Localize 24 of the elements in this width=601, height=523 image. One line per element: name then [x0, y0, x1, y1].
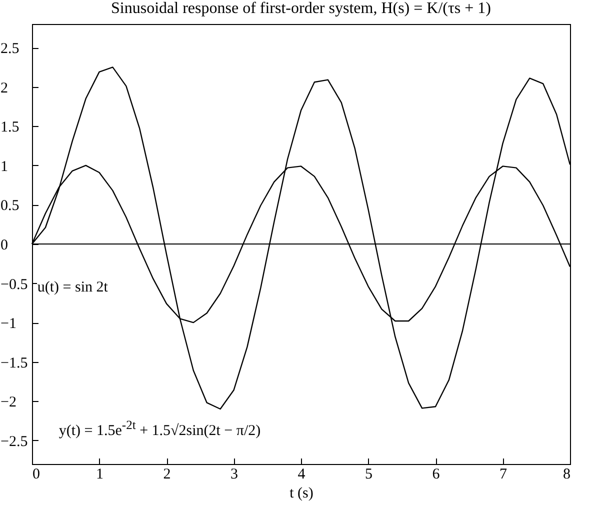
x-tick-label: 5 [365, 466, 372, 482]
y-tick-label: 1.5 [0, 120, 20, 136]
y-tick-label: 0 [0, 238, 8, 254]
annotation: u(t) = sin 2t [37, 280, 108, 296]
x-tick-label: 8 [563, 466, 570, 482]
x-tick-label: 7 [500, 466, 508, 482]
annotation: y(t) = 1.5e$^{-2t}$ + 1.5√2sin(2t − π/2) [58, 418, 261, 440]
x-axis-title: t (s) [290, 486, 314, 502]
chart-title: Sinusoidal response of first-order system, H(s) = K/(τs + 1) [111, 0, 491, 17]
y-tick-label: −1 [0, 316, 16, 332]
y-tick-label: −2 [0, 394, 16, 411]
x-tick-label: 4 [298, 466, 306, 482]
y-tick-label: 2.5 [0, 41, 20, 58]
x-tick-label: 0 [32, 466, 40, 482]
y-tick-label: −0.5 [0, 276, 28, 293]
y-tick-label: −2.5 [0, 434, 28, 450]
y-tick-label: 1 [0, 158, 8, 175]
x-tick-label: 6 [432, 466, 440, 482]
y-tick-label: −1.5 [0, 355, 28, 372]
y-tick-label: 0.5 [0, 198, 20, 214]
x-tick-label: 2 [163, 466, 171, 482]
x-tick-label: 3 [230, 466, 238, 482]
x-tick-label: 1 [96, 466, 104, 482]
y-tick-label: 2 [0, 80, 8, 96]
